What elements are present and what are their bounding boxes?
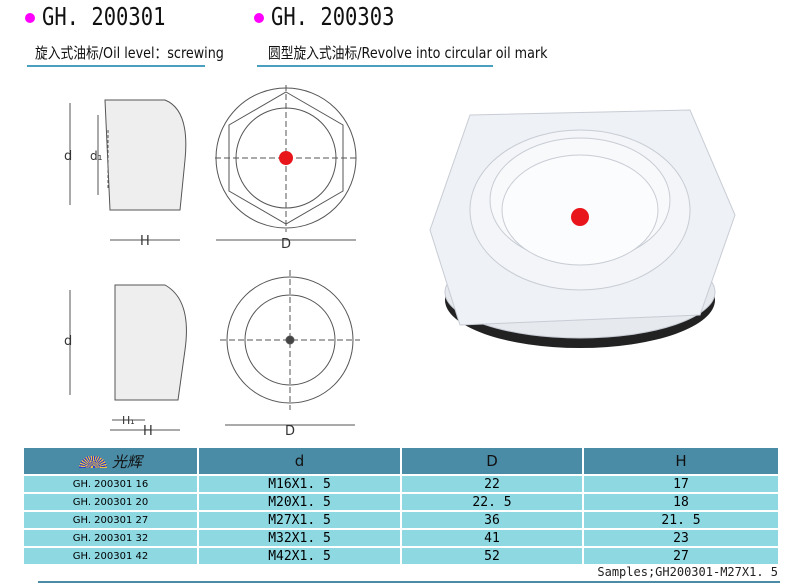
product-photo [429,109,736,348]
header-H: H [582,446,780,476]
cell-d: 36 [400,510,584,530]
cell-d: M20X1. 5 [197,492,402,512]
bullet-icon [25,13,35,23]
cell-model: GH. 200301 16 [22,474,199,494]
technical-drawings: d d₁ H D d H₁ H D [64,85,736,439]
cell-h: 27 [582,546,780,566]
footer-line [38,581,780,583]
cell-d: 22. 5 [400,492,584,512]
brand-name: 光辉 [111,452,142,471]
spec-table: 光辉 d D H GH. 200301 16 M16X1. 5 22 17 GH. 20… [22,446,780,566]
cell-h: 23 [582,528,780,548]
cell-d: 52 [400,546,584,566]
cell-model: GH. 200301 32 [22,528,199,548]
cell-d: 22 [400,474,584,494]
front-view-round [220,270,360,426]
label-D: D [285,424,295,439]
product-title-left: GH. 200301 [42,2,166,31]
table-row: GH. 200301 20 M20X1. 5 22. 5 18 [22,492,780,512]
table-row: GH. 200301 27 M27X1. 5 36 21. 5 [22,510,780,530]
side-view-bottom [69,284,187,431]
label-d: d [64,334,72,349]
underline-left [27,65,205,67]
underline-right [257,65,493,67]
brand-logo-cell: 光辉 [22,446,199,476]
cell-d: M27X1. 5 [197,510,402,530]
label-D: D [281,237,291,252]
red-dot-icon [571,208,589,226]
label-d: d [64,149,72,164]
bullet-icon [254,13,264,23]
red-dot-icon [279,151,293,165]
label-H1: H₁ [122,414,135,427]
header-D: D [400,446,584,476]
cell-d: 41 [400,528,584,548]
header-d: d [197,446,402,476]
cell-d: M42X1. 5 [197,546,402,566]
subtitle-right: 圆型旋入式油标/Revolve into circular oil mark [268,44,548,62]
cell-h: 21. 5 [582,510,780,530]
cell-model: GH. 200301 20 [22,492,199,512]
sample-note: Samples;GH200301-M27X1. 5 [597,565,778,579]
sunburst-logo-icon [79,456,108,468]
side-view-top [69,99,187,241]
table-row: GH. 200301 32 M32X1. 5 41 23 [22,528,780,548]
product-title-right: GH. 200303 [271,2,395,31]
cell-h: 17 [582,474,780,494]
cell-d: M32X1. 5 [197,528,402,548]
label-H: H [143,424,153,439]
label-d1: d₁ [90,149,103,163]
table-row: GH. 200301 42 M42X1. 5 52 27 [22,546,780,566]
subtitle-left: 旋入式油标/Oil level：screwing [35,44,224,62]
table-row: GH. 200301 16 M16X1. 5 22 17 [22,474,780,494]
label-H: H [140,234,150,249]
cell-h: 18 [582,492,780,512]
cell-model: GH. 200301 27 [22,510,199,530]
cell-model: GH. 200301 42 [22,546,199,566]
cell-d: M16X1. 5 [197,474,402,494]
